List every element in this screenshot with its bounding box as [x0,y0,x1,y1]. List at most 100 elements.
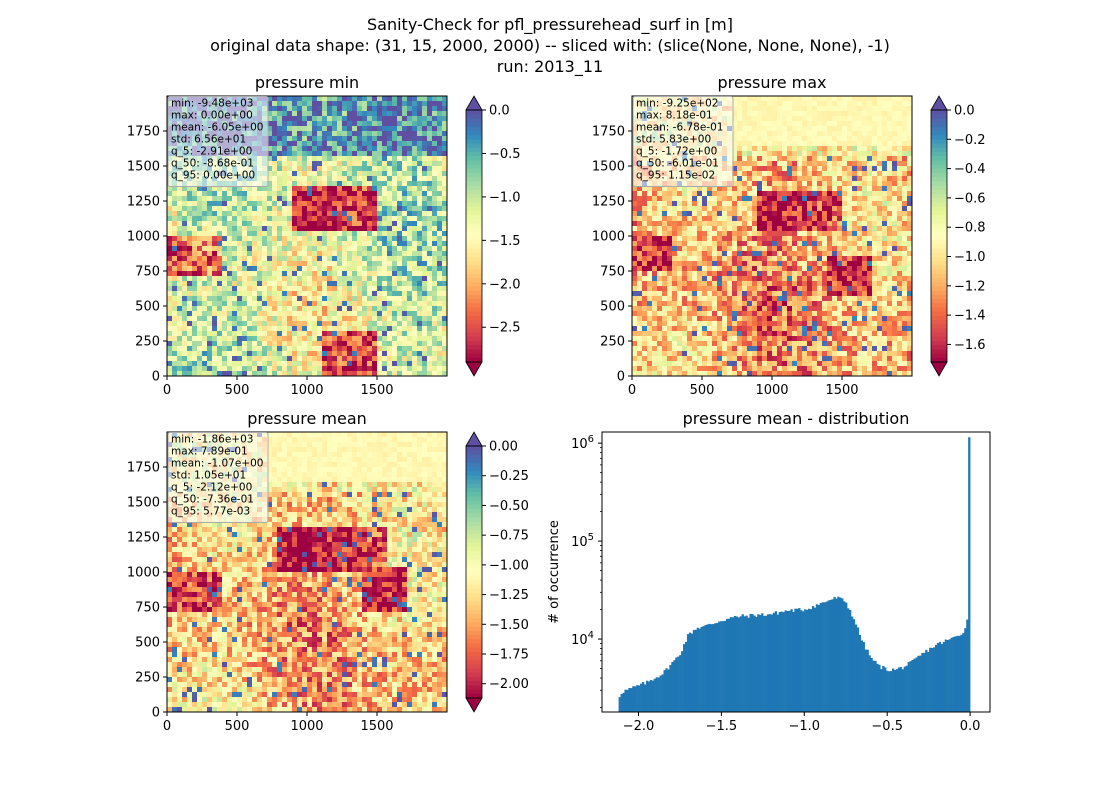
heatmap-cell [342,306,348,312]
heatmap-cell [882,111,888,117]
heatmap-cell [832,136,838,142]
heatmap-cell [387,366,393,372]
heatmap-cell [292,321,298,327]
heatmap-cell [327,316,333,322]
heatmap-cell [387,336,393,342]
heatmap-cell [327,276,333,282]
heatmap-cell [177,371,183,377]
heatmap-cell [317,266,323,272]
heatmap-cell [302,211,308,217]
heatmap-cell [312,361,318,367]
heatmap-cell [747,126,753,132]
heatmap-cell [357,246,363,252]
heatmap-cell [347,211,353,217]
heatmap-cell [362,181,368,187]
heatmap-cell [292,331,298,337]
heatmap-cell [297,151,303,157]
heatmap-cell [312,146,318,152]
heatmap-cell [337,221,343,227]
heatmap-cell [697,191,703,197]
heatmap-cell [392,171,398,177]
heatmap-cell [832,186,838,192]
heatmap-cell [907,111,913,117]
heatmap-cell [752,131,758,137]
heatmap-cell [897,106,903,112]
heatmap-cell [427,221,433,227]
heatmap-cell [192,306,198,312]
heatmap-cell [357,296,363,302]
heatmap-cell [422,141,428,147]
heatmap-cell [167,256,173,262]
heatmap-cell [202,246,208,252]
heatmap-cell [897,136,903,142]
heatmap-cell [267,306,273,312]
heatmap-cell [172,196,178,202]
heatmap-cell [372,236,378,242]
heatmap-cell [192,331,198,337]
heatmap-cell [797,111,803,117]
heatmap-cell [197,236,203,242]
heatmap-cell [402,191,408,197]
heatmap-cell [277,286,283,292]
heatmap-cell [687,246,693,252]
heatmap-cell [322,361,328,367]
heatmap-cell [297,141,303,147]
heatmap-cell [762,136,768,142]
heatmap-cell [237,191,243,197]
heatmap-cell [327,181,333,187]
heatmap-cell [212,281,218,287]
heatmap-cell [377,271,383,277]
heatmap-cell [412,231,418,237]
heatmap-cell [682,246,688,252]
heatmap-cell [887,166,893,172]
heatmap-cell [772,196,778,202]
heatmap-cell [307,176,313,182]
heatmap-cell [332,156,338,162]
heatmap-cell [172,311,178,317]
heatmap-cell [267,321,273,327]
heatmap-cell [217,241,223,247]
heatmap-cell [342,316,348,322]
heatmap-cell [367,216,373,222]
heatmap-cell [412,191,418,197]
heatmap-cell [337,271,343,277]
heatmap-cell [792,141,798,147]
heatmap-cell [842,141,848,147]
heatmap-cell [782,226,788,232]
heatmap-cell [372,181,378,187]
heatmap-cell [412,281,418,287]
heatmap-cell [722,246,728,252]
heatmap-cell [202,361,208,367]
heatmap-cell [392,271,398,277]
heatmap-cell [252,211,258,217]
heatmap-cell [337,291,343,297]
heatmap-cell [857,131,863,137]
heatmap-cell [292,166,298,172]
heatmap-cell [352,246,358,252]
heatmap-cell [302,206,308,212]
heatmap-cell [772,206,778,212]
heatmap-cell [332,176,338,182]
heatmap-cell [787,96,793,102]
heatmap-cell [322,311,328,317]
heatmap-cell [257,321,263,327]
heatmap-cell [387,171,393,177]
colorbar-segment [466,273,482,279]
heatmap-cell [827,241,833,247]
heatmap-cell [302,111,308,117]
heatmap-cell [737,141,743,147]
heatmap-cell [382,136,388,142]
heatmap-cell [242,216,248,222]
heatmap-cell [432,266,438,272]
heatmap-cell [857,221,863,227]
heatmap-cell [427,156,433,162]
heatmap-cell [262,251,268,257]
heatmap-cell [357,156,363,162]
heatmap-cell [887,131,893,137]
heatmap-cell [407,141,413,147]
heatmap-cell [272,266,278,272]
heatmap-cell [192,236,198,242]
heatmap-cell [207,241,213,247]
heatmap-cell [247,216,253,222]
heatmap-cell [387,271,393,277]
